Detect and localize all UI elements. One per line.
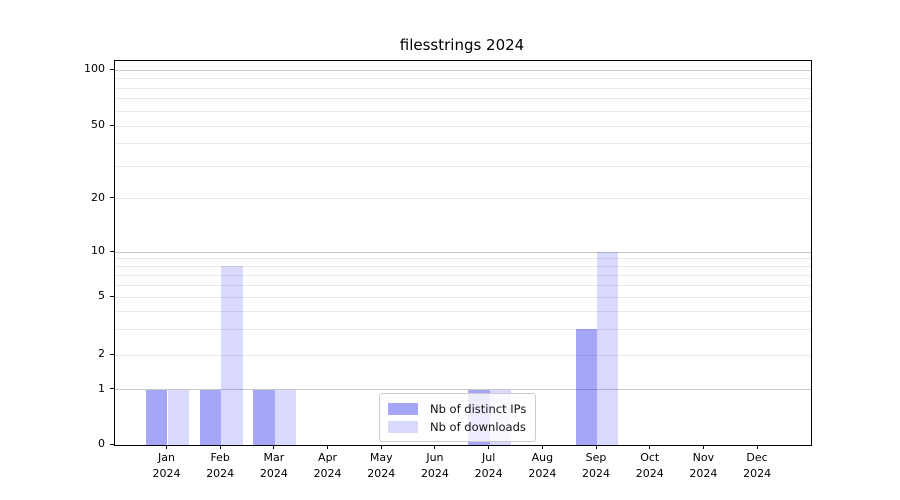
bar-nb-of-distinct-ips-sep-2024 <box>575 329 597 445</box>
x-tick-mark <box>649 445 651 449</box>
gridline-minor <box>115 125 811 127</box>
bar-nb-of-downloads-jan-2024 <box>167 389 189 445</box>
x-tick-mark <box>327 445 329 449</box>
x-tick-label: Jul 2024 <box>474 451 503 480</box>
x-tick-label: Jun 2024 <box>420 451 449 480</box>
gridline-major <box>115 69 811 71</box>
gridline-minor <box>115 110 811 112</box>
x-tick-label: Dec 2024 <box>743 451 772 480</box>
x-tick-mark <box>541 445 543 449</box>
legend-item-distinct-ips: Nb of distinct IPs <box>388 400 526 417</box>
y-tick-mark <box>110 353 114 355</box>
y-tick-label: 0 <box>98 437 105 450</box>
gridline-minor <box>115 198 811 199</box>
gridline-minor <box>115 98 811 100</box>
bar-nb-of-distinct-ips-feb-2024 <box>199 389 222 445</box>
x-tick-mark <box>380 445 382 449</box>
gridline-major <box>115 389 811 390</box>
gridline-minor <box>115 354 811 356</box>
x-tick-label: Jan 2024 <box>152 451 181 480</box>
y-tick-label: 50 <box>91 118 105 131</box>
bar-nb-of-distinct-ips-jan-2024 <box>146 389 168 445</box>
x-tick-mark <box>488 445 490 449</box>
y-tick-label: 100 <box>84 62 105 75</box>
y-tick-mark <box>110 250 114 252</box>
y-tick-mark <box>110 295 114 297</box>
x-tick-mark <box>434 445 436 449</box>
gridline-major <box>115 251 811 253</box>
legend-label-downloads: Nb of downloads <box>430 419 526 434</box>
y-tick-label: 2 <box>98 347 105 360</box>
chart-title: filesstrings 2024 <box>399 36 525 54</box>
x-tick-mark <box>219 445 221 449</box>
bar-nb-of-distinct-ips-mar-2024 <box>253 389 275 445</box>
gridline-minor <box>115 143 811 145</box>
x-tick-label: Sep 2024 <box>582 451 611 480</box>
x-tick-mark <box>756 445 758 449</box>
x-tick-label: Apr 2024 <box>313 451 342 480</box>
gridline-minor <box>115 274 811 276</box>
bar-nb-of-downloads-sep-2024 <box>597 252 619 445</box>
x-tick-mark <box>273 445 275 449</box>
gridline-minor <box>115 265 811 267</box>
x-tick-label: Mar 2024 <box>259 451 288 480</box>
bar-nb-of-downloads-mar-2024 <box>274 389 297 445</box>
gridline-minor <box>115 310 811 312</box>
y-tick-label: 5 <box>98 289 105 302</box>
gridline-minor <box>115 165 811 167</box>
x-tick-label: Oct 2024 <box>635 451 664 480</box>
bar-nb-of-downloads-feb-2024 <box>221 266 243 445</box>
y-tick-mark <box>110 197 114 198</box>
y-tick-label: 10 <box>91 244 105 257</box>
legend-item-downloads: Nb of downloads <box>388 418 526 435</box>
x-tick-label: Feb 2024 <box>206 451 235 480</box>
y-tick-label: 20 <box>91 190 105 204</box>
x-tick-mark <box>166 445 167 449</box>
legend-swatch-downloads <box>388 420 418 433</box>
x-tick-label: May 2024 <box>367 451 396 480</box>
x-tick-mark <box>702 445 704 449</box>
gridline-minor <box>115 328 811 330</box>
x-tick-label: Nov 2024 <box>689 451 718 480</box>
gridline-minor <box>115 296 811 298</box>
legend-label-distinct-ips: Nb of distinct IPs <box>430 401 527 416</box>
gridline-minor <box>115 78 811 79</box>
y-tick-label: 1 <box>98 381 105 395</box>
y-tick-mark <box>110 68 114 70</box>
x-tick-mark <box>595 445 597 449</box>
y-tick-mark <box>110 443 114 445</box>
y-tick-mark <box>110 388 114 389</box>
x-tick-label: Aug 2024 <box>528 451 557 480</box>
y-tick-mark <box>110 124 114 126</box>
legend-swatch-distinct-ips <box>388 402 418 415</box>
gridline-minor <box>115 87 811 89</box>
gridline-minor <box>115 258 811 260</box>
gridline-minor <box>115 284 811 286</box>
legend: Nb of distinct IPs Nb of downloads <box>379 393 537 442</box>
plot-area: Nb of distinct IPs Nb of downloads <box>114 60 812 446</box>
